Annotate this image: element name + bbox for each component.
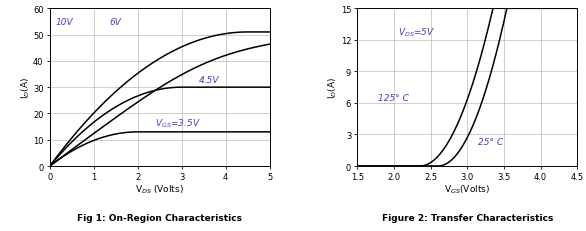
Text: 25° C: 25° C (478, 137, 503, 146)
Y-axis label: I$_D$(A): I$_D$(A) (327, 77, 339, 99)
X-axis label: V$_{DS}$ (Volts): V$_{DS}$ (Volts) (135, 183, 184, 195)
Text: Fig 1: On-Region Characteristics: Fig 1: On-Region Characteristics (77, 213, 242, 222)
Text: 125° C: 125° C (378, 93, 409, 102)
Text: Figure 2: Transfer Characteristics: Figure 2: Transfer Characteristics (381, 213, 553, 222)
Text: 4.5V: 4.5V (199, 76, 220, 85)
Text: 10V: 10V (55, 18, 73, 27)
Text: 6V: 6V (109, 18, 121, 27)
Text: V$_{DS}$=5V: V$_{DS}$=5V (398, 27, 435, 39)
Y-axis label: I$_D$(A): I$_D$(A) (19, 77, 32, 99)
X-axis label: V$_{GS}$(Volts): V$_{GS}$(Volts) (444, 183, 490, 195)
Text: V$_{GS}$=3.5V: V$_{GS}$=3.5V (155, 117, 201, 129)
